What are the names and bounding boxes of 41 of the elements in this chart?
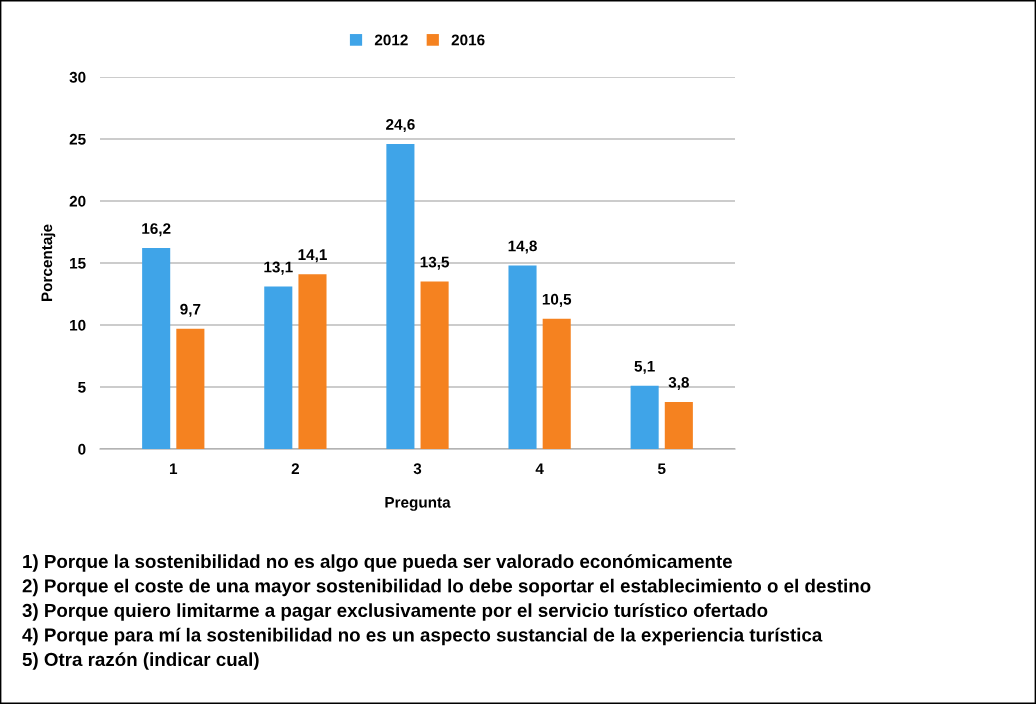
bar	[264, 286, 293, 449]
text: 2) Porque el coste de una mayor sostenibilidad lo debe soportar el establecimiento o el destino	[22, 578, 871, 597]
x-tick-label: 4	[535, 463, 544, 474]
bar	[630, 385, 659, 449]
y-tick-label: 20	[69, 195, 86, 207]
data-label: 24,6	[386, 119, 415, 133]
x-tick-label: 2	[291, 463, 300, 474]
y-tick-label: 15	[70, 258, 86, 269]
bar	[386, 143, 415, 449]
x-tick-label: 1	[169, 463, 178, 474]
y-axis-title: Porcentaje	[40, 224, 56, 302]
y-tick-label: 30	[69, 71, 86, 83]
data-label: 13,1	[264, 261, 293, 275]
data-label: 16,2	[142, 223, 171, 237]
x-tick-label: 5	[657, 463, 666, 475]
legend-label: 2016	[451, 34, 485, 46]
data-label: 14,1	[298, 249, 327, 263]
bar	[298, 274, 327, 449]
data-label: 10,5	[542, 293, 572, 307]
y-tick-label: 5	[78, 382, 86, 393]
data-label: 3,8	[668, 376, 689, 390]
text: 3) Porque quiero limitarme a pagar exclusivamente por el servicio turístico ofertado	[22, 603, 768, 621]
y-tick-label: 10	[70, 319, 86, 331]
bar	[176, 328, 205, 449]
bar	[508, 265, 537, 449]
legend-label: 2012	[374, 34, 408, 46]
x-tick-label: 3	[413, 463, 422, 475]
data-label: 5,1	[634, 360, 655, 374]
y-tick-label: 25	[69, 133, 86, 145]
text: 1) Porque la sostenibilidad no es algo que pueda ser valorado económicamente	[23, 554, 732, 572]
data-label: 9,7	[180, 303, 201, 317]
data-label: 14,8	[508, 240, 537, 254]
bar	[420, 281, 449, 449]
bar	[142, 248, 171, 449]
text: 5) Otra razón (indicar cual)	[22, 652, 259, 670]
bar	[542, 318, 571, 449]
bar	[664, 401, 693, 449]
data-label: 13,5	[420, 256, 450, 270]
x-axis-title: Pregunta	[385, 497, 451, 511]
text: 4) Porque para mí la sostenibilidad no es un aspecto sustancial de la experiencia turística	[22, 627, 823, 646]
y-tick-label: 0	[78, 443, 86, 455]
